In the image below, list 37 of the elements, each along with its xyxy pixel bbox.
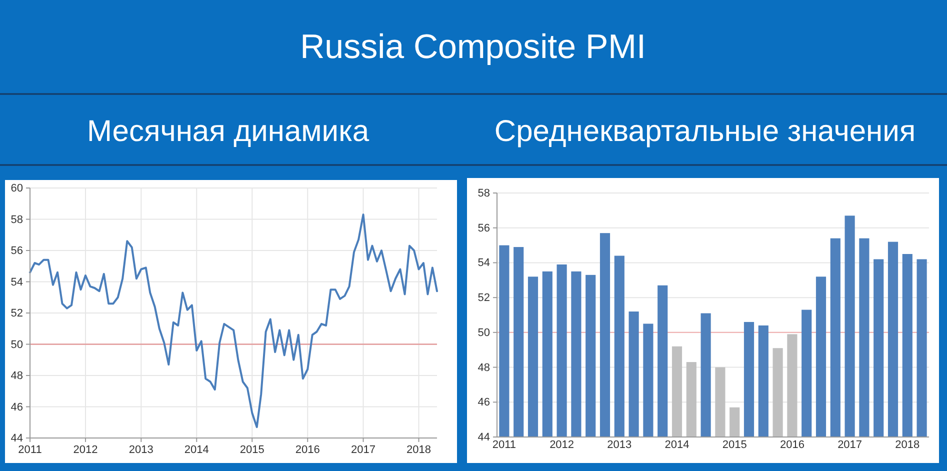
chart-subtitle: Месячная динамика: [86, 115, 370, 148]
x-tick-label: 2014: [184, 444, 209, 456]
y-tick-label: 56: [10, 245, 23, 258]
y-tick-label: 54: [10, 276, 23, 288]
chart-title: Russia Composite PMI: [300, 28, 646, 66]
x-tick-label: 2013: [607, 438, 632, 451]
y-tick-label: 52: [478, 292, 490, 304]
x-tick-label: 2013: [128, 444, 154, 456]
x-tick-label: 2011: [492, 438, 516, 451]
y-tick-label: 50: [10, 338, 23, 351]
x-tick-label: 2014: [664, 438, 690, 451]
y-tick-label: 56: [478, 222, 490, 234]
x-tick-label: 2011: [18, 444, 42, 456]
x-tick-label: 2018: [895, 438, 920, 451]
y-tick-label: 46: [10, 401, 23, 414]
x-tick-label: 2017: [838, 438, 862, 451]
y-tick-label: 54: [478, 257, 490, 270]
y-tick-label: 52: [10, 308, 23, 320]
x-tick-label: 2016: [295, 444, 320, 456]
y-tick-label: 60: [10, 182, 23, 195]
x-tick-label: 2017: [351, 444, 376, 456]
y-tick-label: 50: [478, 326, 490, 339]
y-tick-label: 58: [10, 214, 23, 226]
y-tick-label: 58: [478, 188, 490, 200]
x-tick-label: 2016: [780, 438, 804, 451]
x-tick-label: 2012: [550, 438, 574, 451]
y-tick-label: 44: [10, 432, 23, 445]
line-series: [29, 214, 438, 428]
y-tick-label: 48: [10, 370, 23, 382]
x-tick-label: 2018: [406, 444, 431, 456]
x-tick-label: 2015: [722, 438, 747, 451]
chart-title: Среднеквартальные значения: [494, 115, 916, 148]
y-tick-label: 48: [478, 362, 490, 374]
y-tick-label: 44: [478, 432, 490, 444]
x-tick-label: 2012: [73, 444, 98, 456]
y-tick-label: 46: [478, 396, 490, 409]
x-tick-label: 2015: [240, 444, 264, 456]
